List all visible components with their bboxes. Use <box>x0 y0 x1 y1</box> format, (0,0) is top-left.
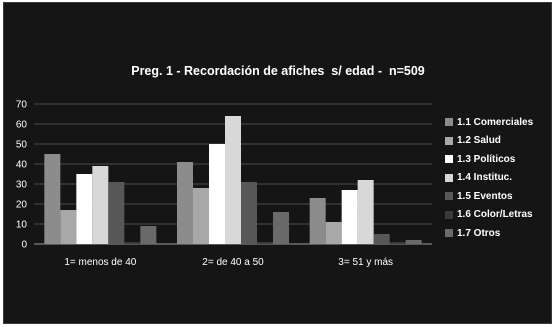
legend-swatch <box>445 136 453 145</box>
y-tick-label: 30 <box>16 180 28 191</box>
bar <box>225 116 241 244</box>
bar <box>76 174 93 244</box>
legend-label: 1.5 Eventos <box>457 190 513 202</box>
legend-swatch <box>445 229 453 238</box>
y-tick-label: 10 <box>16 220 28 231</box>
legend-swatch <box>445 210 453 219</box>
bar <box>193 188 209 244</box>
legend-item: 1.6 Color/Letras <box>445 206 533 225</box>
legend-item: 1.1 Comerciales <box>445 113 533 132</box>
y-tick-label: 40 <box>16 160 28 171</box>
legend-label: 1.4 Instituc. <box>457 172 513 184</box>
bar <box>177 162 193 244</box>
legend: 1.1 Comerciales 1.2 Salud 1.3 Políticos 1.4… <box>445 113 533 243</box>
legend-swatch <box>445 192 453 201</box>
legend-item: 1.5 Eventos <box>445 187 533 206</box>
chart-title: Preg. 1 - Recordación de afiches s/ edad… <box>131 64 425 78</box>
legend-swatch <box>445 173 453 182</box>
bar <box>44 154 61 244</box>
bar <box>309 198 326 244</box>
bar <box>325 222 342 244</box>
bar <box>273 212 289 244</box>
legend-swatch <box>445 155 453 164</box>
x-tick-label: 3= 51 y más <box>338 257 393 268</box>
bar <box>389 242 406 244</box>
bar <box>92 166 109 244</box>
bar <box>140 226 157 244</box>
legend-label: 1.3 Políticos <box>457 153 516 165</box>
legend-item: 1.2 Salud <box>445 132 533 151</box>
legend-item: 1.4 Instituc. <box>445 169 533 188</box>
bar <box>341 190 358 244</box>
bar <box>357 180 374 244</box>
y-tick-label: 0 <box>21 240 27 251</box>
legend-label: 1.2 Salud <box>457 135 501 147</box>
legend-label: 1.1 Comerciales <box>457 116 534 128</box>
legend-item: 1.7 Otros <box>445 224 533 243</box>
chart-background <box>3 2 552 324</box>
bar <box>373 234 390 244</box>
legend-swatch <box>445 118 453 127</box>
bar <box>257 242 273 244</box>
x-tick-label: 2= de 40 a 50 <box>202 257 264 268</box>
y-tick-label: 50 <box>16 140 28 151</box>
y-tick-label: 60 <box>16 120 28 131</box>
legend-item: 1.3 Políticos <box>445 150 533 169</box>
bar <box>241 182 257 244</box>
bar <box>60 210 77 244</box>
y-tick-label: 20 <box>16 200 28 211</box>
legend-label: 1.7 Otros <box>457 227 501 239</box>
x-tick-label: 1= menos de 40 <box>64 257 136 268</box>
bar <box>209 144 225 244</box>
y-tick-label: 70 <box>16 100 28 111</box>
bar <box>405 240 422 244</box>
bar <box>124 242 141 244</box>
legend-label: 1.6 Color/Letras <box>457 209 533 221</box>
bar <box>108 182 125 244</box>
